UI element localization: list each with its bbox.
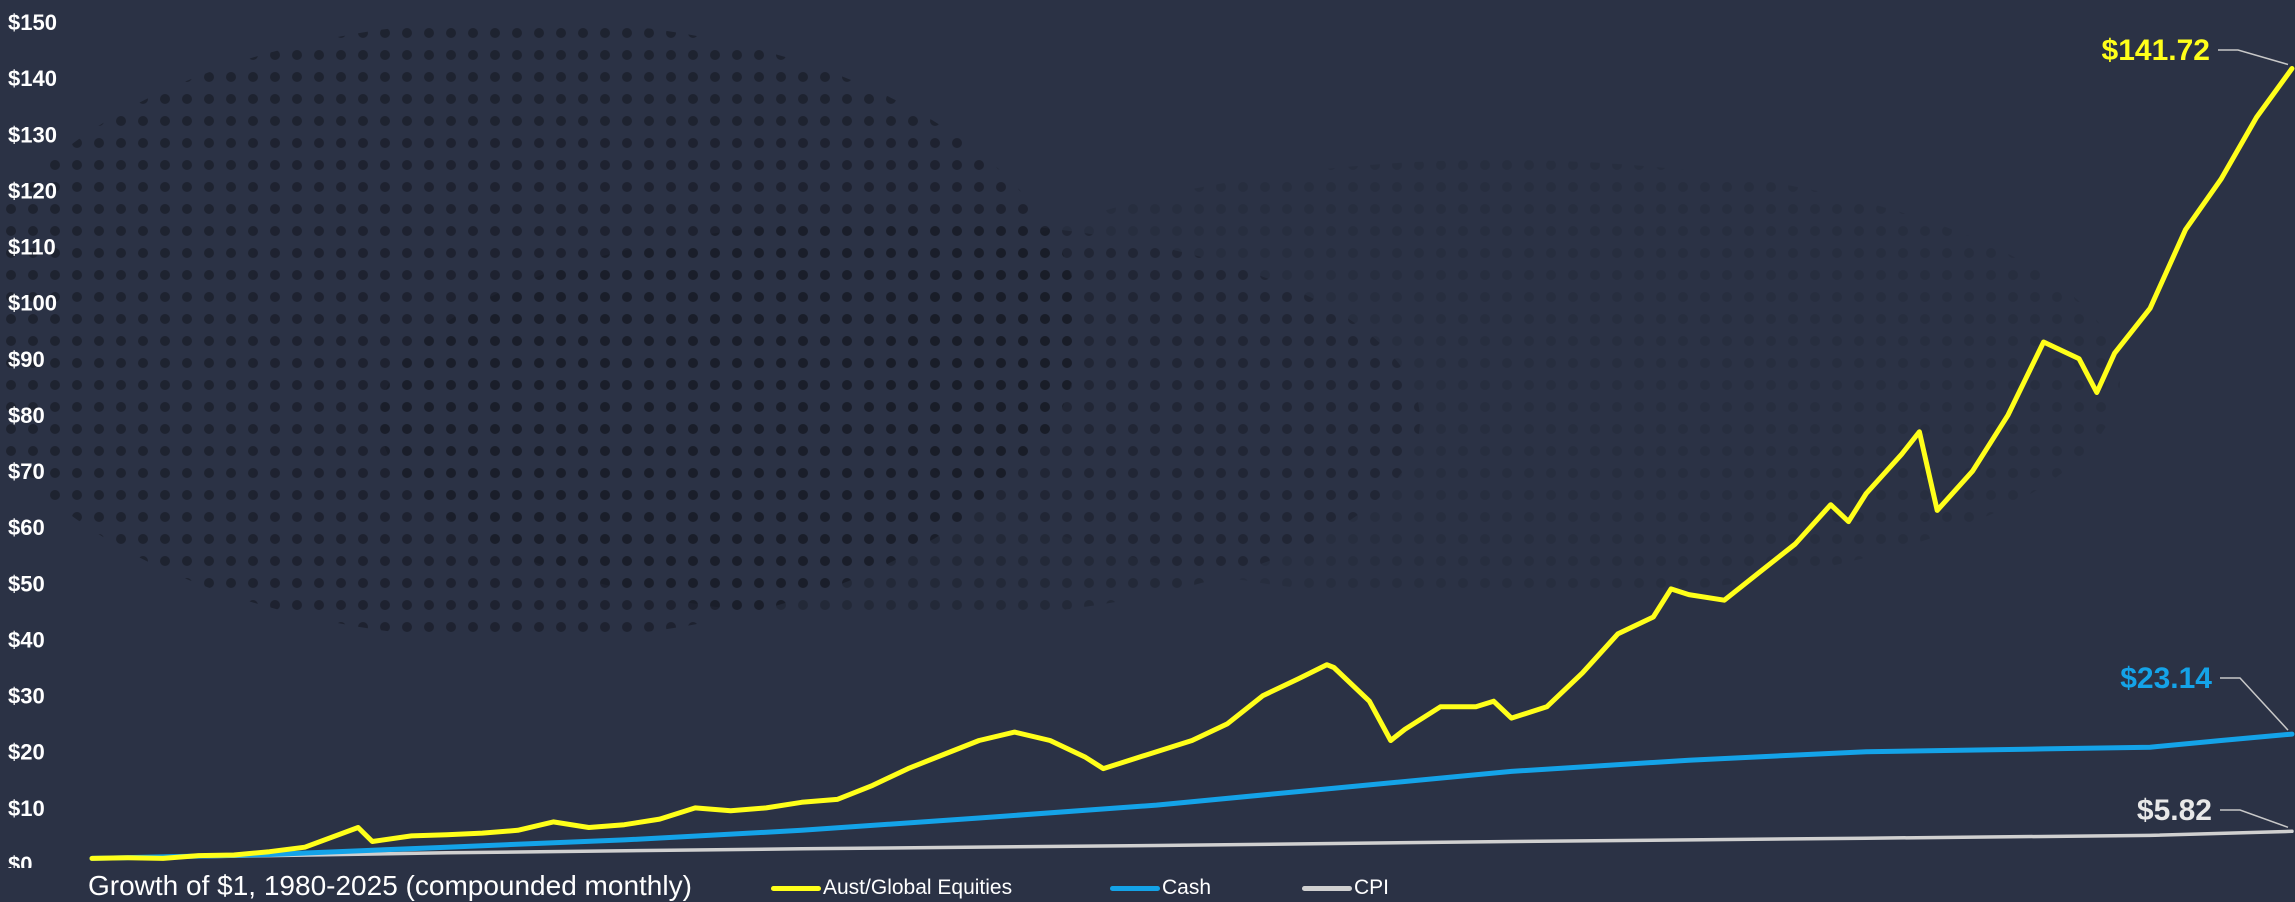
chart-footer: Growth of $1, 1980-2025 (compounded mont…: [0, 868, 2295, 901]
y-tick-label: $30: [8, 684, 45, 709]
series-line-cash: [89, 731, 2295, 861]
y-tick-label: $120: [8, 178, 57, 203]
end-label-leader-line: [2220, 809, 2289, 829]
y-tick-label: $90: [8, 347, 45, 372]
legend-item-equities: Aust/Global Equities: [771, 876, 1012, 900]
end-value-label: $5.82: [2137, 794, 2212, 827]
y-tick-label: $130: [8, 122, 57, 147]
y-tick-label: $150: [8, 10, 57, 35]
legend-label-cpi: CPI: [1354, 876, 1390, 899]
y-tick-label: $50: [8, 571, 45, 596]
end-labels: $141.72 $23.14 $5.82: [2102, 34, 2289, 829]
y-tick-label: $0: [8, 852, 32, 868]
y-tick-label: $110: [8, 235, 56, 260]
legend-label-equities: Aust/Global Equities: [823, 876, 1013, 899]
legend-swatch-cpi: [1302, 885, 1352, 891]
legend-swatch-equities: [771, 885, 821, 891]
series-lines: [89, 66, 2295, 861]
y-tick-label: $100: [8, 291, 57, 316]
y-tick-label: $20: [8, 740, 45, 765]
y-tick-label: $80: [8, 403, 45, 428]
legend-swatch-cash: [1110, 885, 1160, 891]
halftone-dot-texture: [0, 20, 2120, 640]
series-line-aust-global-equities: [89, 66, 2295, 861]
y-tick-label: $40: [8, 627, 45, 652]
chart-canvas: $0 $10 $20 $30 $40 $50 $60 $70 $80 $90 $100 $110 $12…: [0, 10, 2295, 868]
y-tick-label: $140: [8, 66, 57, 91]
end-label-leader-line: [2218, 49, 2289, 66]
y-tick-label: $70: [8, 459, 45, 484]
legend-item-cash: Cash: [1110, 876, 1211, 900]
end-value-label: $141.72: [2102, 34, 2210, 67]
y-tick-label: $10: [8, 796, 45, 821]
series-line-cpi: [90, 829, 2294, 861]
end-value-label: $23.14: [2120, 662, 2212, 695]
chart-title: Growth of $1, 1980-2025 (compounded mont…: [88, 870, 692, 901]
y-tick-label: $60: [8, 515, 45, 540]
y-axis: $0 $10 $20 $30 $40 $50 $60 $70 $80 $90 $100 $110 $12…: [8, 10, 57, 868]
legend-label-cash: Cash: [1162, 876, 1212, 899]
legend-item-cpi: CPI: [1302, 876, 1389, 900]
end-label-leader-line: [2220, 677, 2289, 731]
